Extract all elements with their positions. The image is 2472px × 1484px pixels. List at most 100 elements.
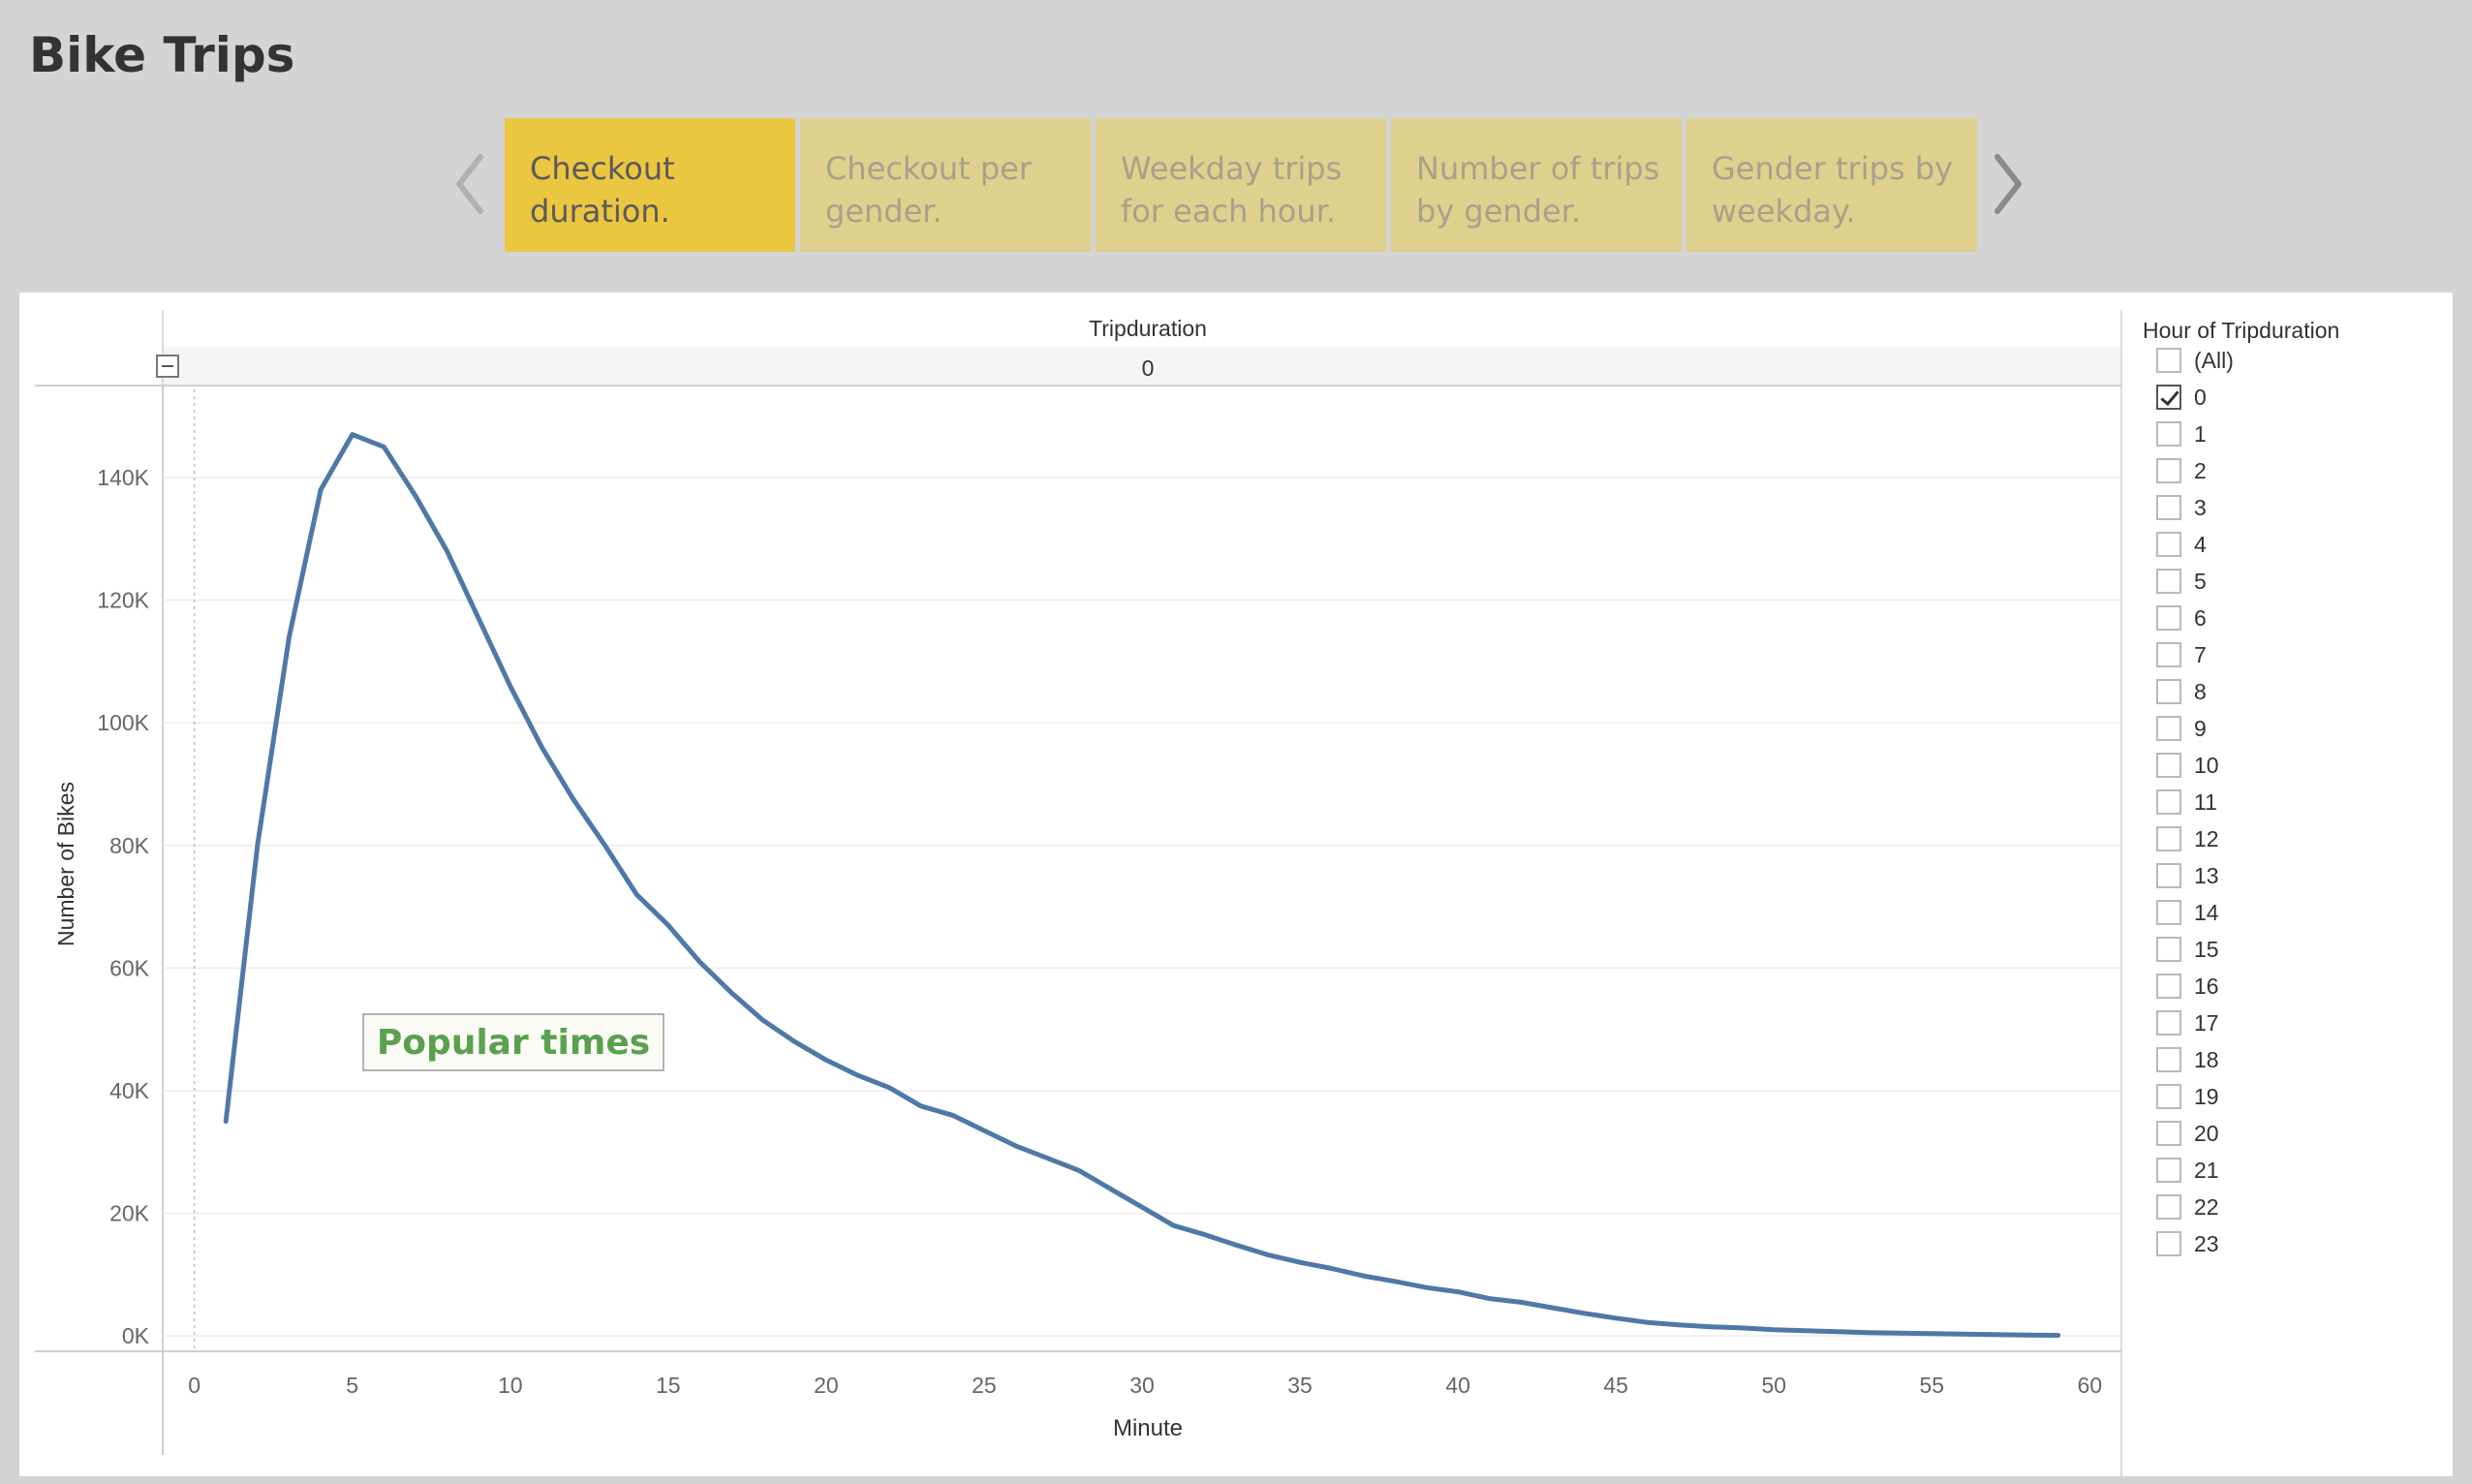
filter-item-label: 18 xyxy=(2194,1046,2219,1072)
checkbox[interactable] xyxy=(2156,753,2181,778)
checkbox-checked[interactable] xyxy=(2156,385,2181,410)
checkbox[interactable] xyxy=(2156,1194,2181,1220)
filter-item[interactable]: 5 xyxy=(2156,567,2207,596)
annotation-box xyxy=(362,1013,664,1071)
filter-item-label: 16 xyxy=(2194,973,2219,999)
y-tick-label: 40K xyxy=(109,1078,150,1103)
checkbox[interactable] xyxy=(2156,1158,2181,1183)
filter-item-label: 19 xyxy=(2194,1083,2219,1109)
x-tick-label: 5 xyxy=(346,1373,358,1398)
filter-item-label: 20 xyxy=(2194,1120,2219,1146)
y-tick-label: 60K xyxy=(109,955,150,980)
checkbox[interactable] xyxy=(2156,1047,2181,1072)
x-axis-label: Minute xyxy=(1113,1415,1183,1441)
checkbox[interactable] xyxy=(2156,495,2181,520)
y-tick-label: 140K xyxy=(97,465,149,490)
header-value: 0 xyxy=(1142,356,1155,381)
checkbox[interactable] xyxy=(2156,642,2181,667)
series-layer xyxy=(223,432,2061,1338)
checkbox[interactable] xyxy=(2156,421,2181,447)
header-title: Tripduration xyxy=(1089,316,1207,341)
page-title: Bike Trips xyxy=(29,27,295,83)
x-tick-label: 10 xyxy=(498,1373,523,1398)
filter-item[interactable]: 7 xyxy=(2156,640,2207,669)
tab-checkout-per-gender[interactable]: Checkout per gender. xyxy=(800,118,1091,252)
x-tick-label: 0 xyxy=(188,1373,201,1398)
filter-item-label: 4 xyxy=(2194,531,2207,557)
filter-item-label: 3 xyxy=(2194,494,2207,520)
checkbox[interactable] xyxy=(2156,900,2181,925)
filter-item[interactable]: 10 xyxy=(2156,751,2219,780)
filter-item[interactable]: 19 xyxy=(2156,1082,2219,1111)
filter-item[interactable]: 9 xyxy=(2156,714,2207,743)
x-tick-label: 25 xyxy=(972,1373,997,1398)
x-tick-label: 30 xyxy=(1129,1373,1155,1398)
filter-item[interactable]: 18 xyxy=(2156,1045,2219,1074)
filter-item[interactable]: 21 xyxy=(2156,1156,2219,1185)
story-next-button[interactable] xyxy=(1984,145,2032,223)
filter-item[interactable]: 12 xyxy=(2156,824,2219,853)
checkbox[interactable] xyxy=(2156,863,2181,888)
checkbox[interactable] xyxy=(2156,716,2181,741)
filter-item-label: 15 xyxy=(2194,936,2219,962)
chevron-right-icon xyxy=(1994,154,2022,214)
filter-item[interactable]: 14 xyxy=(2156,898,2219,927)
collapse-button[interactable] xyxy=(156,355,179,378)
filter-item-label: 21 xyxy=(2194,1157,2219,1183)
x-tick-label: 55 xyxy=(1920,1373,1945,1398)
checkbox[interactable] xyxy=(2156,1010,2181,1036)
checkbox[interactable] xyxy=(2156,1084,2181,1109)
filter-item[interactable]: 1 xyxy=(2156,419,2207,448)
filter-item[interactable]: 23 xyxy=(2156,1229,2219,1258)
filter-item[interactable]: 3 xyxy=(2156,493,2207,522)
filter-item-label: 8 xyxy=(2194,678,2207,704)
checkbox[interactable] xyxy=(2156,605,2181,631)
filter-item[interactable]: 13 xyxy=(2156,861,2219,890)
filter-item-label: 11 xyxy=(2194,788,2217,815)
checkbox[interactable] xyxy=(2156,826,2181,851)
filter-item-label: 23 xyxy=(2194,1230,2219,1256)
checkbox[interactable] xyxy=(2156,937,2181,962)
y-tick-label: 100K xyxy=(97,710,149,735)
x-tick-label: 35 xyxy=(1287,1373,1313,1398)
filter-item[interactable]: 0 xyxy=(2156,383,2207,412)
filter-item-label: 7 xyxy=(2194,641,2207,667)
story-tabs: Checkout duration. Checkout per gender. … xyxy=(505,118,1977,252)
y-tick-label: 80K xyxy=(109,833,150,858)
checkbox[interactable] xyxy=(2156,974,2181,999)
filter-item-label: 17 xyxy=(2194,1009,2219,1036)
filter-item[interactable]: (All) xyxy=(2156,346,2234,375)
checkbox[interactable] xyxy=(2156,532,2181,557)
y-tick-label: 20K xyxy=(109,1201,150,1226)
filter-item[interactable]: 16 xyxy=(2156,972,2219,1001)
filter-item[interactable]: 8 xyxy=(2156,677,2207,706)
filter-item-label: 6 xyxy=(2194,604,2207,631)
checkbox[interactable] xyxy=(2156,348,2181,373)
x-tick-label: 60 xyxy=(2078,1373,2103,1398)
tab-trips-by-gender[interactable]: Number of trips by gender. xyxy=(1391,118,1682,252)
tab-weekday-trips-each-hour[interactable]: Weekday trips for each hour. xyxy=(1096,118,1386,252)
y-tick-label: 0K xyxy=(122,1323,150,1348)
filter-item[interactable]: 17 xyxy=(2156,1008,2219,1037)
story-prev-button[interactable] xyxy=(448,145,496,223)
x-tick-label: 50 xyxy=(1761,1373,1786,1398)
tab-gender-trips-by-weekday[interactable]: Gender trips by weekday. xyxy=(1686,118,1977,252)
checkbox[interactable] xyxy=(2156,1231,2181,1256)
filter-item-label: 2 xyxy=(2194,457,2207,483)
filter-item[interactable]: 20 xyxy=(2156,1119,2219,1148)
y-tick-labels: 0K 20K 40K 60K 80K 100K 120K 140K xyxy=(97,465,149,1348)
tab-checkout-duration[interactable]: Checkout duration. xyxy=(505,118,795,252)
x-tick-label: 45 xyxy=(1603,1373,1628,1398)
series-line[interactable] xyxy=(223,432,2061,1338)
filter-item[interactable]: 6 xyxy=(2156,603,2207,633)
checkbox[interactable] xyxy=(2156,679,2181,704)
checkbox[interactable] xyxy=(2156,789,2181,815)
checkbox[interactable] xyxy=(2156,569,2181,594)
filter-item[interactable]: 11 xyxy=(2156,788,2217,817)
filter-item[interactable]: 2 xyxy=(2156,456,2207,485)
checkbox[interactable] xyxy=(2156,458,2181,483)
filter-item[interactable]: 4 xyxy=(2156,530,2207,559)
filter-item[interactable]: 22 xyxy=(2156,1192,2219,1221)
filter-item[interactable]: 15 xyxy=(2156,935,2219,964)
checkbox[interactable] xyxy=(2156,1121,2181,1146)
